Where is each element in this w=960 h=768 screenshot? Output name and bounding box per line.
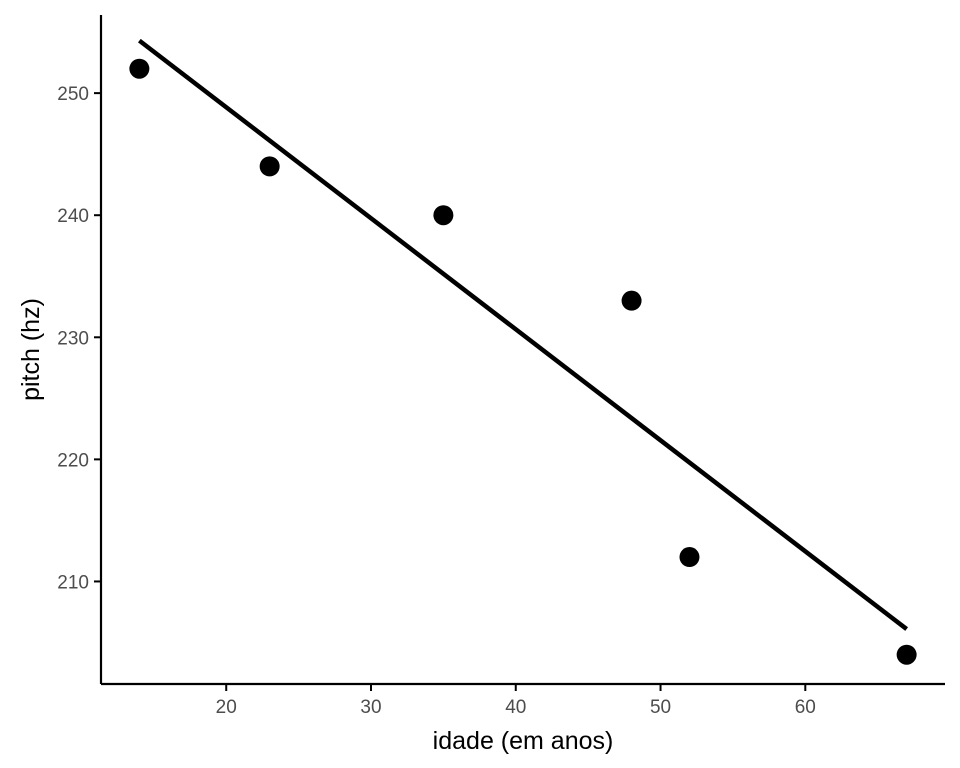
ticks: 20 30 40 50 60 210 220 230 240 250 <box>57 84 816 718</box>
y-tick-label: 250 <box>57 84 89 105</box>
x-tick-label: 30 <box>360 697 381 718</box>
plot-layer <box>129 38 917 665</box>
data-point <box>896 644 917 665</box>
axes <box>99 15 945 686</box>
y-axis-title: pitch (hz) <box>17 298 45 401</box>
y-tick-label: 220 <box>57 450 89 471</box>
x-tick-label: 60 <box>795 697 816 718</box>
data-point <box>621 290 642 311</box>
y-tick-label: 230 <box>57 328 89 349</box>
x-tick-label: 40 <box>505 697 526 718</box>
data-point <box>259 156 280 177</box>
regression-line <box>137 38 909 631</box>
y-tick-label: 240 <box>57 206 89 227</box>
data-point <box>679 547 700 568</box>
x-tick-label: 50 <box>650 697 671 718</box>
data-point <box>433 205 454 226</box>
data-point <box>129 58 150 79</box>
x-tick-label: 20 <box>216 697 237 718</box>
x-axis-title: idade (em anos) <box>433 727 614 755</box>
y-tick-label: 210 <box>57 572 89 593</box>
